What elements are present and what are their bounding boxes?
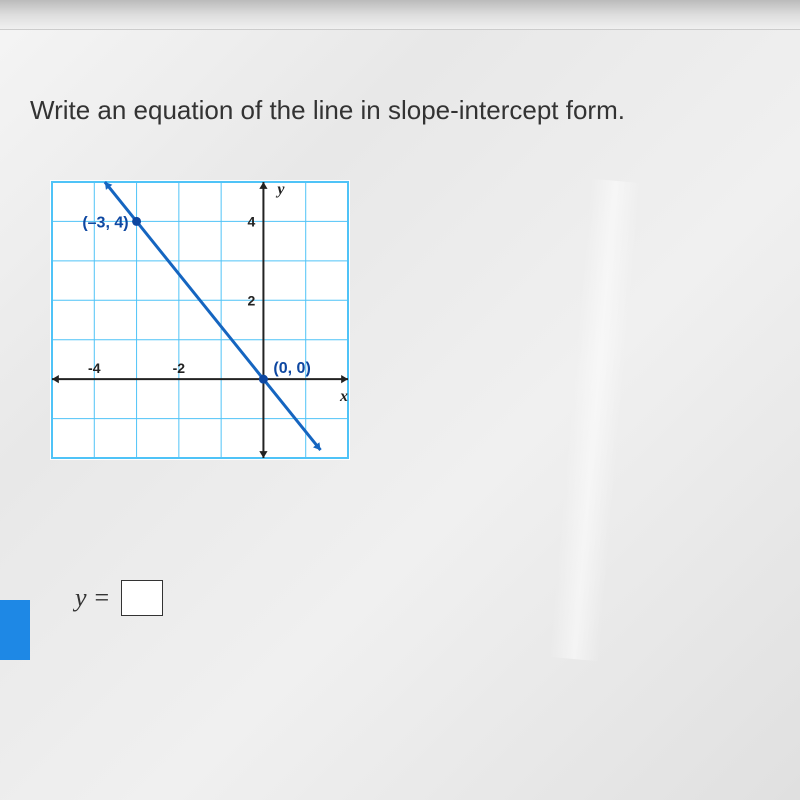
svg-text:x: x <box>339 388 348 405</box>
equation-lhs: y <box>75 583 87 613</box>
svg-text:-2: -2 <box>173 360 186 376</box>
coordinate-graph: -4 -2 2 4 y x (–3, 4) (0, 0) <box>50 180 350 460</box>
question-text: Write an equation of the line in slope-i… <box>30 95 625 126</box>
svg-text:y: y <box>275 181 285 198</box>
top-edge-shadow <box>0 0 800 30</box>
blue-sidebar-accent <box>0 600 30 660</box>
svg-text:(0, 0): (0, 0) <box>273 360 310 377</box>
svg-text:4: 4 <box>248 213 256 229</box>
svg-text:(–3, 4): (–3, 4) <box>82 214 128 231</box>
graph-svg: -4 -2 2 4 y x (–3, 4) (0, 0) <box>50 180 350 460</box>
equation-prompt: y = <box>75 580 163 616</box>
equation-equals: = <box>95 583 110 613</box>
screen-glare <box>549 179 641 662</box>
svg-text:-4: -4 <box>88 360 101 376</box>
svg-text:2: 2 <box>248 292 256 308</box>
answer-input-box[interactable] <box>121 580 163 616</box>
